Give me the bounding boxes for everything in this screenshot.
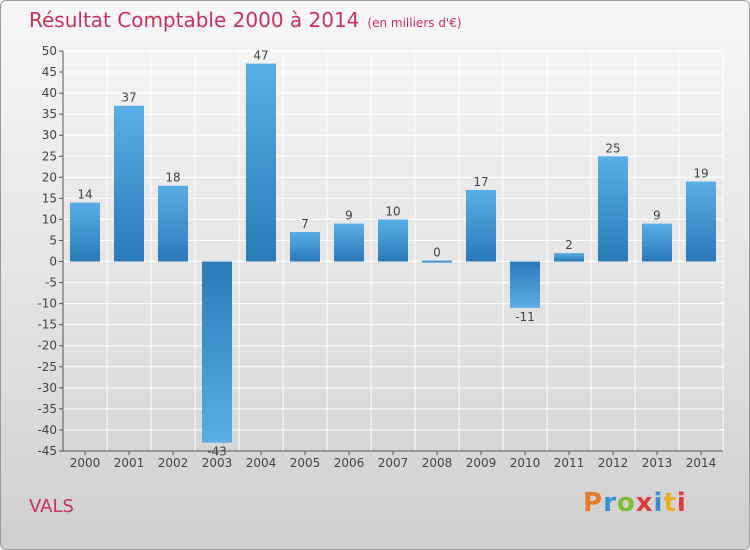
bars [70, 63, 716, 443]
value-label: 9 [653, 209, 661, 223]
value-label: 18 [165, 171, 180, 185]
x-tick-label: 2003 [202, 456, 233, 470]
value-label: 10 [385, 204, 400, 218]
x-tick-label: 2009 [466, 456, 497, 470]
x-tick-label: 2011 [554, 456, 585, 470]
commune-name: VALS [29, 496, 74, 517]
logo-letter: t [663, 488, 677, 518]
x-tick-label: 2012 [598, 456, 629, 470]
x-tick-label: 2002 [158, 456, 189, 470]
x-tick-label: 2004 [246, 456, 277, 470]
y-tick-label: 30 [42, 128, 57, 142]
bar-2002 [158, 185, 188, 262]
y-tick-label: -15 [37, 318, 57, 332]
value-label: 9 [345, 209, 353, 223]
y-tick-label: 50 [42, 44, 57, 58]
value-label: 14 [77, 188, 92, 202]
value-label: 37 [121, 91, 136, 105]
value-label: 7 [301, 217, 309, 231]
bar-2003 [202, 261, 232, 443]
y-tick-label: -5 [45, 276, 57, 290]
x-tick-label: 2008 [422, 456, 453, 470]
y-tick-label: -40 [37, 423, 57, 437]
logo-letter: r [603, 488, 617, 518]
value-label: -43 [207, 445, 227, 459]
y-tick-label: 40 [42, 86, 57, 100]
bar-2014 [686, 181, 716, 262]
x-tick-label: 2013 [642, 456, 673, 470]
y-tick-label: 10 [42, 212, 57, 226]
x-tick-label: 2000 [70, 456, 101, 470]
y-tick-label: 20 [42, 170, 57, 184]
x-tick-label: 2010 [510, 456, 541, 470]
y-tick-label: -30 [37, 381, 57, 395]
chart-title: Résultat Comptable 2000 à 2014 (en millie… [29, 8, 462, 32]
bar-2008 [422, 260, 452, 263]
bar-2012 [598, 156, 628, 262]
value-label: 0 [433, 246, 441, 260]
y-tick-label: -35 [37, 402, 57, 416]
y-tick-label: 5 [49, 233, 57, 247]
bar-2007 [378, 219, 408, 262]
bar-2004 [246, 63, 276, 262]
logo-letter: x [635, 488, 654, 518]
y-tick-label: -25 [37, 360, 57, 374]
x-tick-label: 2006 [334, 456, 365, 470]
bar-2009 [466, 189, 496, 262]
proxiti-logo: Proxiti [583, 488, 687, 518]
value-label: 47 [253, 49, 268, 63]
value-label: 2 [565, 238, 573, 252]
y-tick-label: -20 [37, 339, 57, 353]
value-label: 25 [605, 141, 620, 155]
x-tick-label: 2007 [378, 456, 409, 470]
bar-2013 [642, 223, 672, 262]
x-tick-label: 2005 [290, 456, 321, 470]
y-tick-label: 45 [42, 65, 57, 79]
y-tick-label: -10 [37, 297, 57, 311]
x-tick-label: 2001 [114, 456, 145, 470]
bar-2010 [510, 261, 540, 308]
chart-subtitle: (en milliers d'€) [367, 16, 462, 30]
logo-letter: i [676, 488, 687, 518]
bar-2011 [554, 253, 584, 262]
value-label: 17 [473, 175, 488, 189]
logo-letter: i [653, 488, 664, 518]
x-tick-label: 2014 [686, 456, 717, 470]
chart-title-text: Résultat Comptable 2000 à 2014 [29, 8, 360, 32]
logo-letter: o [616, 488, 636, 518]
bar-2006 [334, 223, 364, 262]
bar-2001 [114, 105, 144, 262]
y-tick-label: 25 [42, 149, 57, 163]
y-tick-label: 0 [49, 255, 57, 269]
y-tick-label: -45 [37, 444, 57, 458]
axes: 50454035302520151050-5-10-15-20-25-30-35… [37, 44, 723, 470]
value-label: -11 [515, 310, 535, 324]
y-tick-label: 15 [42, 191, 57, 205]
value-label: 19 [693, 167, 708, 181]
bar-2005 [290, 232, 320, 262]
value-labels: 14 37 18 -43 47 7 9 10 0 17 -11 2 25 9 19 [77, 49, 708, 459]
logo-letter: P [583, 488, 604, 518]
y-tick-label: 35 [42, 107, 57, 121]
bar-2000 [70, 202, 100, 262]
